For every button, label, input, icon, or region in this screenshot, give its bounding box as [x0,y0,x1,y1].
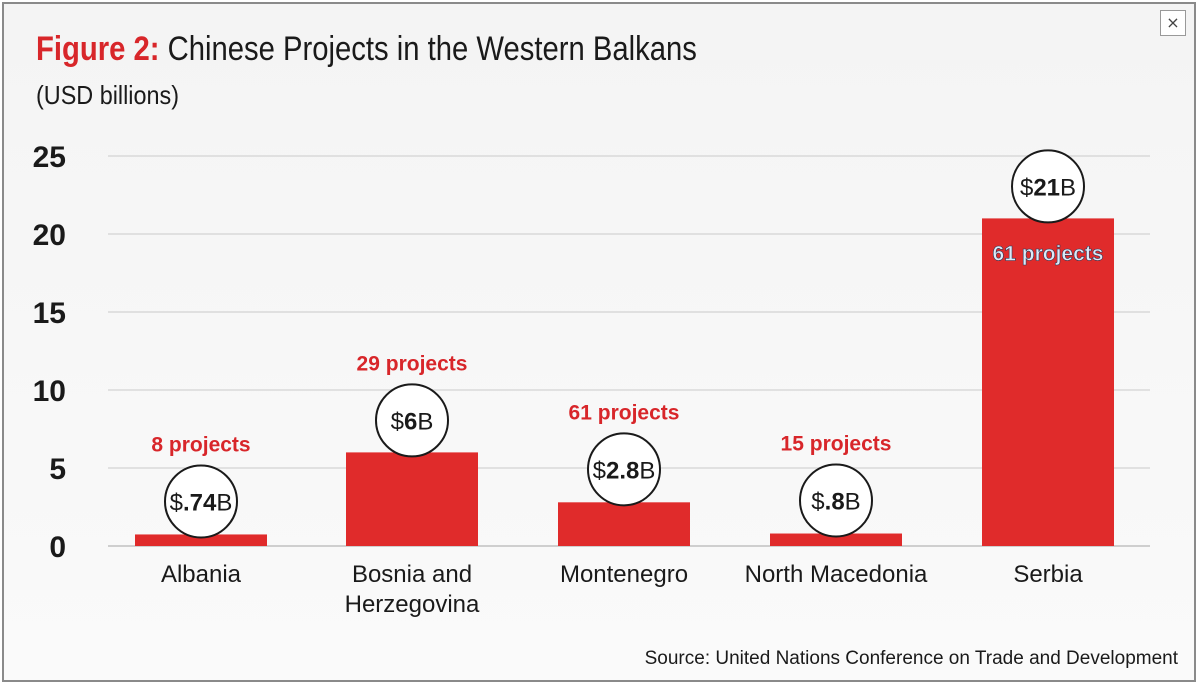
category-label: Montenegro [560,561,688,588]
projects-label: 15 projects [781,433,892,456]
bar [982,218,1114,546]
y-tick-label: 0 [49,531,66,564]
bar [770,533,902,546]
category-label: Bosnia and [352,561,472,588]
y-tick-label: 5 [49,453,66,486]
title-text: Chinese Projects in the Western Balkans [167,30,697,68]
close-icon: × [1166,13,1180,32]
value-label: $.74B [170,489,233,516]
chart-subtitle: (USD billions) [36,80,180,110]
value-bubble [375,383,449,458]
projects-label: 61 projects [569,401,680,424]
close-button[interactable]: × [1160,10,1186,36]
category-label: Albania [161,561,242,588]
bar [135,534,267,546]
y-tick-label: 25 [33,141,66,174]
projects-label: 8 projects [151,433,250,456]
projects-label: 29 projects [357,352,468,375]
bar [558,502,690,546]
category-label: Serbia [1013,561,1083,588]
value-label: $.8B [811,489,860,516]
value-label: $6B [391,408,434,435]
value-bubble [164,464,238,539]
bar [346,452,478,546]
value-bubble [1011,149,1085,224]
value-label: $21B [1020,174,1076,201]
projects-label: 61 projects [993,242,1104,265]
category-label: North Macedonia [745,561,928,588]
y-tick-label: 10 [33,375,66,408]
value-bubble [587,432,661,507]
y-tick-label: 15 [33,297,66,330]
value-bubble [799,463,873,538]
figure-label: Figure 2: [36,30,160,68]
category-label: Herzegovina [345,591,480,618]
source-note: Source: United Nations Conference on Tra… [644,648,1178,669]
y-tick-label: 20 [33,219,66,252]
value-label: $2.8B [593,457,656,484]
chart-title: Figure 2: Chinese Projects in the Wester… [36,30,697,69]
